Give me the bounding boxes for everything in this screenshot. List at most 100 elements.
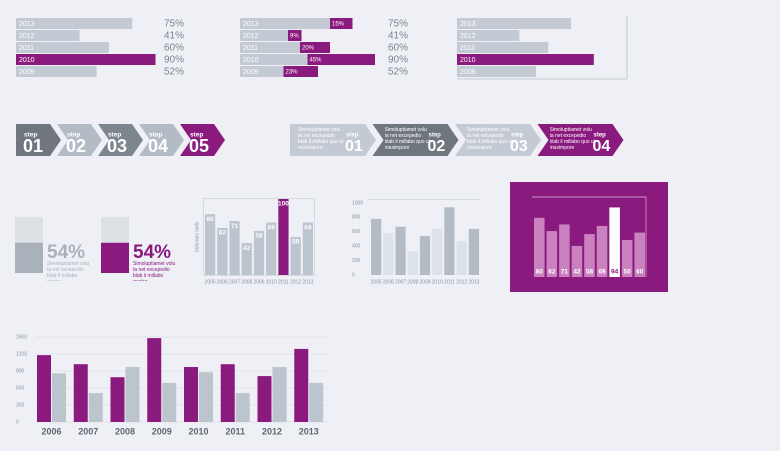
x-tick-label: 2012 [290,279,301,285]
step-text-box: Simoluptiamet volu ta net excepedio blab… [298,127,344,151]
bar [52,373,66,422]
bar [16,54,156,65]
bar [444,207,455,275]
x-tick-label: 2007 [229,279,240,285]
category-label: 2011 [19,45,34,52]
value-label: 69 [268,224,276,231]
step-text-box: Simoluptiamet volu ta net excepedio blab… [384,127,431,151]
bar-share [300,42,330,53]
value-label: 90% [388,55,408,66]
y-tick-label: 600 [16,385,25,391]
share-label: 45% [310,58,323,64]
gauge-fill [101,242,129,273]
bar [546,231,558,277]
value-label: 42 [243,245,251,252]
gauge-text-box: Simoluptiamet volu ta net excepedio blab… [133,261,176,281]
x-tick-label: 2011 [444,279,455,285]
bar [240,66,318,77]
value-label: 90% [164,55,184,66]
step-text: Simoluptiamet volu ta net excepedio blab… [298,127,344,151]
x-tick-label: 2013 [299,426,319,436]
bar [302,222,313,275]
bar-share [283,66,318,77]
category-label: 2009 [19,69,35,76]
value-label: 50 [292,239,300,246]
chart-frame [203,198,315,276]
bar [559,224,570,277]
bar [456,241,467,275]
value-label: 50 [624,269,632,276]
bar [419,236,431,275]
bar [309,382,324,422]
bar [571,245,583,277]
step-arrow [537,124,624,156]
bar [290,237,301,275]
gauge-text: Simoluptiamet volu ta net excepedio blab… [47,261,90,281]
category-label: 2009 [460,69,476,76]
x-tick-label: 2006 [383,279,394,285]
value-label: 41% [164,31,184,42]
bar [534,217,545,277]
gauge-value: 54% [133,242,171,263]
bar [217,227,228,275]
step-label: step [346,133,359,139]
value-label: 100 [278,201,289,208]
category-label: 2011 [460,45,475,52]
step-label: step [511,133,524,139]
step-text: Simoluptiamet volu ta net excepedio blab… [384,127,431,151]
bar [596,225,608,277]
x-tick-label: 2009 [419,279,430,285]
bar-share [307,54,375,65]
y-tick-label: 0 [16,419,19,425]
bar [229,221,240,275]
bar [294,348,309,422]
value-label: 60 [636,269,644,276]
value-label: 75% [388,19,408,30]
x-tick-label: 2005 [371,279,382,285]
y-tick-label: 400 [352,244,361,250]
step-number: 02 [428,138,446,155]
x-tick-label: 2008 [115,426,135,436]
bar [16,30,80,41]
bar [235,393,250,422]
bar [220,364,235,422]
gauge-text: Simoluptiamet volu ta net excepedio blab… [133,261,176,281]
gauge-fill [15,242,43,273]
category-label: 2013 [460,21,476,28]
category-label: 2009 [243,69,259,76]
bar [16,42,109,53]
bar [621,240,633,277]
step-text-box: Simoluptiamet volu ta net excepedio blab… [467,127,513,151]
step-number: 01 [23,136,43,156]
x-tick-label: 2012 [262,426,282,436]
bar [457,66,537,77]
category-label: 2010 [243,57,259,64]
bar [240,30,302,41]
bar [432,228,443,275]
value-label: 58 [586,269,594,276]
category-label: 2011 [243,45,258,52]
bar [240,18,353,29]
category-label: 2012 [460,33,476,40]
y-tick-label: 200 [352,258,361,264]
value-label: 41% [388,31,408,42]
value-label: 42 [573,269,581,276]
bar [241,243,252,275]
step-number: 03 [107,136,127,156]
bar [371,218,382,275]
category-label: 2010 [460,57,476,64]
step-label: step [594,133,607,139]
y-tick-label: 0 [352,272,355,278]
bar [266,222,277,275]
step-arrow [16,124,61,156]
category-label: 2013 [243,21,259,28]
category-label: 2012 [19,33,35,40]
step-arrow [57,124,102,156]
share-label: 20% [302,46,315,52]
y-tick-label: 1000 [352,200,363,206]
value-label: 71 [231,223,239,230]
category-label: 2012 [243,33,259,40]
gauge-value: 54% [47,242,85,263]
x-tick-label: 2007 [78,426,98,436]
step-number: 04 [148,136,168,156]
